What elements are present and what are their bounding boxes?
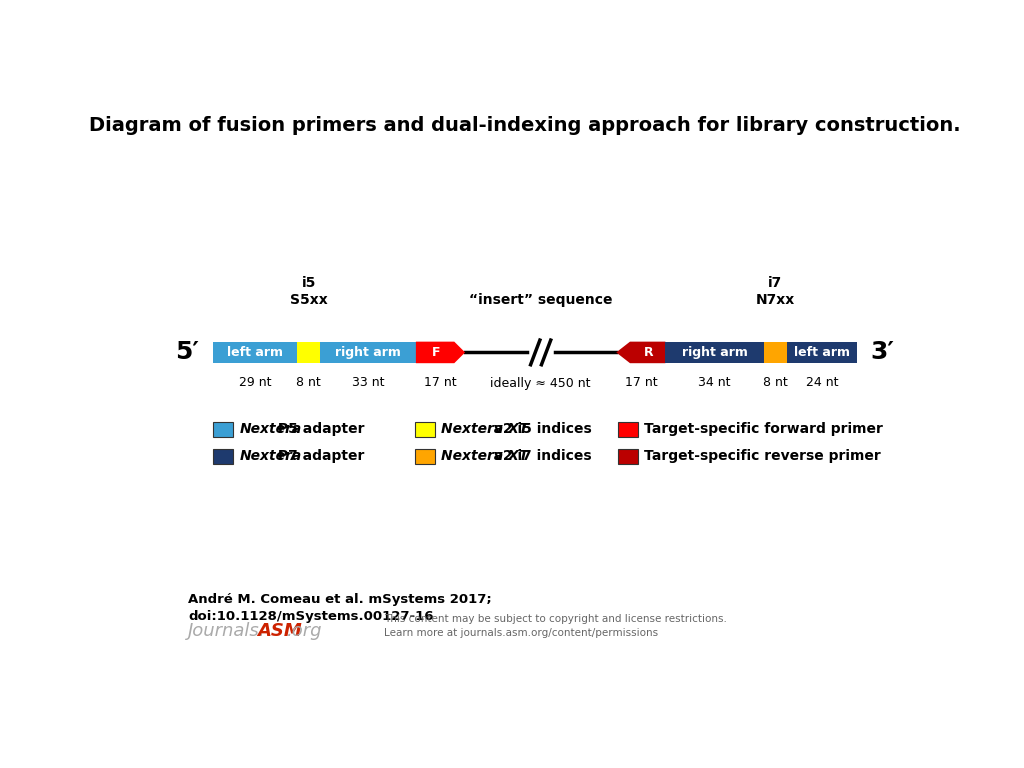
Bar (617, 422, 638, 437)
Text: ASM: ASM (257, 622, 302, 641)
Text: Nextera XT: Nextera XT (441, 422, 528, 436)
Polygon shape (416, 342, 465, 363)
Text: Journals.: Journals. (188, 622, 266, 641)
Text: “insert” sequence: “insert” sequence (469, 293, 612, 307)
Text: Nextera XT: Nextera XT (441, 449, 528, 463)
Text: Target-specific forward primer: Target-specific forward primer (644, 422, 883, 436)
Text: Diagram of fusion primers and dual-indexing approach for library construction.: Diagram of fusion primers and dual-index… (89, 116, 961, 134)
Bar (213, 449, 233, 464)
Bar (213, 342, 297, 363)
Bar (321, 342, 416, 363)
Text: ideally ≈ 450 nt: ideally ≈ 450 nt (490, 377, 591, 390)
Text: right arm: right arm (335, 346, 401, 359)
Text: 24 nt: 24 nt (806, 376, 838, 389)
Text: 17 nt: 17 nt (625, 376, 657, 389)
Text: 29 nt: 29 nt (239, 376, 271, 389)
Text: right arm: right arm (682, 346, 748, 359)
Text: i7
N7xx: i7 N7xx (756, 276, 795, 307)
Text: i5
S5xx: i5 S5xx (290, 276, 328, 307)
Bar (297, 342, 321, 363)
Bar (617, 449, 638, 464)
Bar (415, 449, 435, 464)
Bar (787, 342, 856, 363)
Text: F: F (432, 346, 440, 359)
Text: P5 adapter: P5 adapter (273, 422, 365, 436)
Text: 3′: 3′ (870, 340, 894, 365)
Text: left arm: left arm (794, 346, 850, 359)
Text: 8 nt: 8 nt (296, 376, 322, 389)
Text: 8 nt: 8 nt (763, 376, 787, 389)
Bar (213, 422, 233, 437)
Bar (764, 342, 787, 363)
Text: Nextera: Nextera (240, 449, 302, 463)
Text: v2 i5 indices: v2 i5 indices (489, 422, 592, 436)
Text: 17 nt: 17 nt (424, 376, 457, 389)
Text: 33 nt: 33 nt (352, 376, 384, 389)
Text: 5′: 5′ (175, 340, 200, 365)
Bar (415, 422, 435, 437)
Text: Nextera: Nextera (240, 422, 302, 436)
Text: Target-specific reverse primer: Target-specific reverse primer (644, 449, 881, 463)
Text: .org: .org (287, 622, 323, 641)
Text: v2 i7 indices: v2 i7 indices (489, 449, 592, 463)
Text: R: R (643, 346, 653, 359)
Text: André M. Comeau et al. mSystems 2017;
doi:10.1128/mSystems.00127-16: André M. Comeau et al. mSystems 2017; do… (188, 593, 493, 623)
Text: P7 adapter: P7 adapter (273, 449, 365, 463)
Bar (666, 342, 764, 363)
Text: This content may be subject to copyright and license restrictions.
Learn more at: This content may be subject to copyright… (384, 614, 727, 637)
Text: left arm: left arm (227, 346, 284, 359)
Text: 34 nt: 34 nt (698, 376, 731, 389)
Polygon shape (616, 342, 666, 363)
